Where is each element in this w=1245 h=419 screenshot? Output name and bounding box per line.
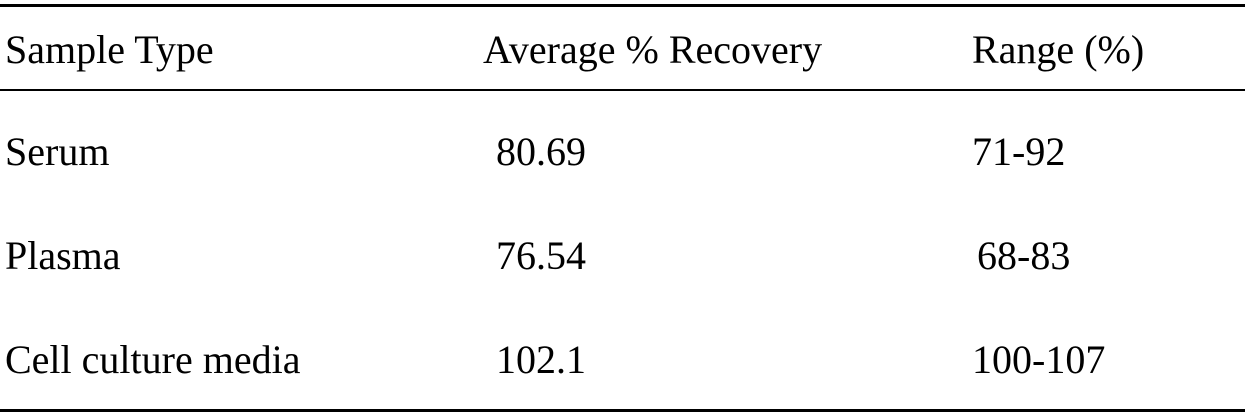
table-cell: Cell culture media [5, 337, 301, 382]
table-cell: 71-92 [972, 129, 1066, 174]
table-cell: 100-107 [972, 337, 1106, 382]
table-cell: 68-83 [977, 233, 1071, 278]
header-cell: Average % Recovery [483, 27, 823, 72]
header-cell: Sample Type [5, 27, 214, 72]
table-cell: Plasma [5, 233, 121, 278]
bottom-rule [0, 409, 1245, 412]
table-cell: 76.54 [496, 233, 586, 278]
top-rule [0, 4, 1245, 7]
table-cell: 102.1 [496, 337, 586, 382]
table-cell: 80.69 [496, 129, 586, 174]
table-cell: Serum [5, 129, 110, 174]
header-cell: Range (%) [972, 27, 1145, 72]
header-rule [0, 89, 1245, 91]
